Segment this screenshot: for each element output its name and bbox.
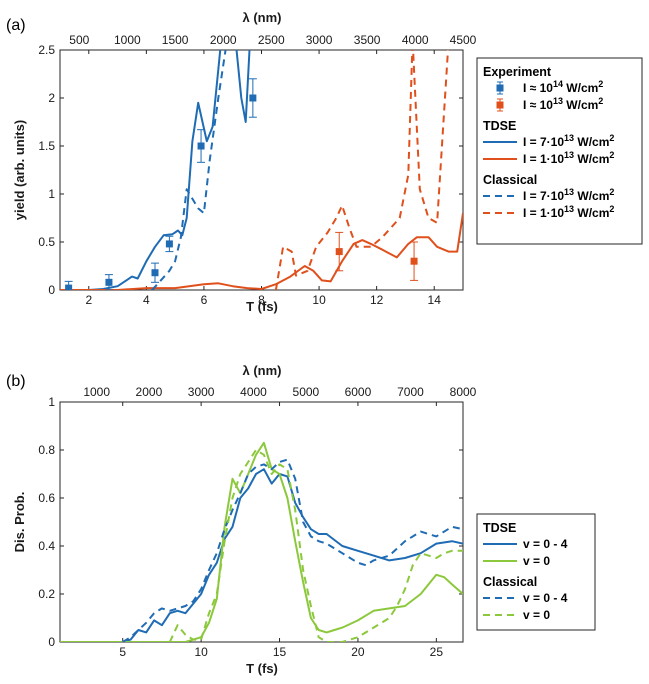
panel-a-data-point — [249, 94, 257, 102]
panel-b-top-axis-label: λ (nm) — [243, 363, 282, 378]
panel-a-y-tick-label: 0.5 — [38, 235, 55, 249]
panel-a-series-line — [60, 50, 251, 290]
panel-a-data-point — [105, 278, 113, 286]
panel-a-x-tick-label: 2 — [85, 293, 92, 307]
panel-a-data-point — [151, 269, 159, 277]
panel-b-y-tick-label: 0.2 — [38, 587, 55, 601]
panel-a-legend-group-title: TDSE — [483, 119, 516, 133]
panel-a-top-tick-label: 2500 — [258, 33, 285, 47]
panel-a-plot: 2 4 6 8 10 12 14 0 0.5 1 1.5 2 2.5 500 1000 1500 2000 250… — [38, 33, 476, 307]
panel-b-x-axis-label: T (fs) — [246, 661, 278, 676]
panel-a-y-tick-label: 1.5 — [38, 139, 55, 153]
panel-a-x-tick-label: 8 — [258, 293, 265, 307]
panel-b-top-tick-label: 6000 — [345, 385, 372, 399]
panel-b-top-tick-label: 1000 — [83, 385, 110, 399]
panel-a-data-point — [197, 142, 205, 150]
panel-b-top-tick-label: 7000 — [397, 385, 424, 399]
panel-a-legend-marker — [496, 101, 504, 109]
panel-a-data-point — [335, 248, 343, 256]
panel-a-legend-box — [476, 57, 643, 245]
panel-b-top-tick-label: 2000 — [136, 385, 163, 399]
panel-b-legend-group-title: TDSE — [483, 521, 516, 535]
panel-a-series-line — [274, 50, 449, 290]
panel-b-x-tick-label: 20 — [351, 645, 365, 659]
panel-b-y-tick-label: 0.8 — [38, 443, 55, 457]
panel-a-legend-group-title: Experiment — [483, 65, 552, 79]
panel-b-x-tick-label: 15 — [273, 645, 287, 659]
panel-a-x-tick-label: 12 — [370, 293, 384, 307]
panel-b-legend-group-title: Classical — [483, 575, 537, 589]
panel-a-frame — [59, 49, 464, 291]
panel-a-top-tick-label: 4500 — [450, 33, 477, 47]
panel-b-series-line — [168, 449, 463, 642]
panel-b-legend-box — [476, 513, 596, 631]
panel-a-top-tick-label: 4000 — [402, 33, 429, 47]
panel-a-x-tick-label: 6 — [201, 293, 208, 307]
panel-b-x-tick-label: 5 — [119, 645, 126, 659]
panel-b-top-tick-label: 4000 — [240, 385, 267, 399]
panel-b-y-tick-label: 0 — [48, 635, 55, 649]
panel-b: (b) λ (nm) T (fs) Dis. Prob. 5 10 15 20 25 0 0… — [6, 363, 596, 676]
panel-b-x-tick-label: 10 — [194, 645, 208, 659]
panel-b-plot: 5 10 15 20 25 0 0.2 0.4 0.6 0.8 1 1000 2000 3000 4000 5… — [38, 385, 476, 659]
panel-a-legend-label: I = 7·1013 W/cm2 — [523, 187, 614, 203]
panel-a-x-tick-label: 10 — [312, 293, 326, 307]
panel-a-label: (a) — [6, 17, 26, 34]
panel-a-series-line — [60, 213, 463, 290]
panel-a-legend-label: I ≈ 1014 W/cm2 — [523, 79, 603, 95]
panel-a-x-tick-label: 4 — [143, 293, 150, 307]
panel-b-legend-label: v = 0 - 4 — [523, 537, 568, 551]
panel-a-legend-group-title: Classical — [483, 173, 537, 187]
panel-a-y-tick-label: 1 — [48, 187, 55, 201]
panel-a-data-point — [410, 257, 418, 265]
panel-a-legend-marker — [496, 84, 504, 92]
panel-b-series-group — [60, 441, 463, 642]
panel-a-top-axis-label: λ (nm) — [243, 10, 282, 25]
panel-a-legend-label: I = 7·1013 W/cm2 — [523, 133, 614, 149]
panel-b-label: (b) — [6, 373, 26, 390]
panel-b-legend-label: v = 0 - 4 — [523, 591, 568, 605]
panel-b-legend-label: v = 0 — [523, 608, 550, 622]
panel-a-legend-label: I = 1·1013 W/cm2 — [523, 150, 614, 166]
panel-a: (a) λ (nm) T (fs) yield (arb. units) 2 4 6… — [6, 10, 643, 314]
panel-b-y-tick-label: 1 — [48, 395, 55, 409]
panel-a-data-point — [165, 240, 173, 248]
panel-b-series-line — [122, 458, 463, 642]
panel-a-top-tick-label: 1000 — [114, 33, 141, 47]
panel-a-x-tick-label: 14 — [428, 293, 442, 307]
panel-a-legend-label: I ≈ 1013 W/cm2 — [523, 96, 603, 112]
panel-b-legend: TDSE v = 0 - 4 v = 0 Classical v = 0 - 4 v = … — [476, 513, 596, 631]
panel-a-top-tick-label: 1500 — [162, 33, 189, 47]
panel-b-x-tick-label: 25 — [430, 645, 444, 659]
panel-b-series-line — [60, 441, 463, 642]
panel-a-y-tick-label: 2.5 — [38, 43, 55, 57]
panel-a-y-tick-label: 0 — [48, 283, 55, 297]
panel-b-series-line — [60, 468, 463, 642]
panel-a-top-tick-label: 2000 — [210, 33, 237, 47]
panel-a-top-tick-label: 3500 — [354, 33, 381, 47]
panel-b-top-tick-label: 3000 — [188, 385, 215, 399]
panel-a-y-axis-label: yield (arb. units) — [12, 120, 27, 220]
panel-a-series-group — [60, 50, 463, 290]
panel-b-top-tick-label: 5000 — [293, 385, 320, 399]
panel-a-data-point — [65, 284, 73, 290]
panel-b-y-tick-label: 0.6 — [38, 491, 55, 505]
panel-a-y-tick-label: 2 — [48, 91, 55, 105]
panel-a-x-axis-label: T (fs) — [246, 299, 278, 314]
panel-b-frame — [59, 401, 464, 643]
panel-b-top-tick-label: 8000 — [450, 385, 477, 399]
panel-b-y-axis-label: Dis. Prob. — [12, 492, 27, 553]
panel-a-top-tick-label: 3000 — [306, 33, 333, 47]
panel-b-legend-label: v = 0 — [523, 554, 550, 568]
panel-a-top-tick-label: 500 — [69, 33, 89, 47]
panel-b-y-tick-label: 0.4 — [38, 539, 55, 553]
panel-a-legend-label: I = 1·1013 W/cm2 — [523, 204, 614, 220]
